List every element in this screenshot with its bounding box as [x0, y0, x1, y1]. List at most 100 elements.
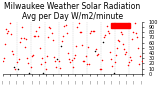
Point [102, 41, 104, 43]
Point [71, 66, 74, 67]
Point [62, 35, 65, 37]
Point [55, 66, 58, 67]
Point [96, 54, 99, 55]
Point [2, 57, 5, 58]
Point [76, 26, 79, 27]
Point [136, 36, 138, 37]
Point [6, 33, 8, 34]
Point [56, 59, 59, 60]
Point [40, 63, 42, 64]
Point [42, 72, 45, 74]
Point [27, 63, 30, 64]
Point [137, 47, 139, 49]
Point [36, 35, 39, 36]
Point [91, 31, 94, 32]
Point [4, 43, 6, 44]
Point [63, 25, 66, 26]
Point [1, 60, 4, 61]
Point [54, 61, 56, 62]
Point [77, 22, 80, 23]
Point [13, 66, 16, 67]
Point [128, 61, 130, 63]
Point [82, 60, 84, 62]
Point [16, 68, 19, 70]
Point [44, 69, 47, 70]
Point [130, 59, 132, 61]
Point [103, 36, 105, 37]
Point [98, 69, 101, 70]
Point [94, 50, 96, 52]
Point [99, 68, 102, 69]
Point [140, 61, 143, 62]
Point [15, 61, 18, 63]
Point [24, 47, 26, 48]
Point [49, 28, 52, 29]
Point [118, 40, 121, 41]
Point [133, 22, 136, 23]
Point [104, 35, 107, 36]
Point [81, 45, 83, 46]
Point [31, 56, 33, 57]
Point [22, 37, 25, 38]
Bar [111, 23, 130, 28]
Point [111, 65, 114, 67]
Point [32, 54, 34, 56]
Point [61, 40, 64, 42]
Point [33, 36, 35, 37]
Point [126, 64, 129, 66]
Point [78, 32, 81, 33]
Point [11, 50, 13, 51]
Point [117, 39, 120, 41]
Point [9, 33, 12, 34]
Point [132, 31, 135, 32]
Point [110, 58, 112, 60]
Point [60, 45, 62, 46]
Point [73, 57, 75, 59]
Point [67, 52, 69, 54]
Point [92, 31, 95, 32]
Point [66, 32, 68, 33]
Point [52, 40, 54, 41]
Point [47, 37, 49, 38]
Point [84, 56, 87, 57]
Point [122, 43, 124, 44]
Point [123, 48, 125, 50]
Point [119, 31, 122, 33]
Point [37, 26, 40, 28]
Point [87, 46, 89, 48]
Point [5, 28, 7, 30]
Point [28, 72, 31, 74]
Point [113, 61, 116, 62]
Point [29, 66, 32, 68]
Point [12, 53, 14, 54]
Point [139, 56, 142, 57]
Point [116, 47, 118, 48]
Point [112, 72, 115, 74]
Point [48, 27, 51, 28]
Point [35, 31, 38, 32]
Point [89, 33, 92, 34]
Point [90, 31, 93, 32]
Point [39, 47, 41, 49]
Point [105, 25, 108, 27]
Point [125, 51, 128, 52]
Point [69, 61, 72, 62]
Point [53, 56, 55, 58]
Point [106, 31, 109, 32]
Point [25, 38, 27, 39]
Point [19, 41, 21, 43]
Point [129, 57, 131, 58]
Point [59, 67, 61, 69]
Point [43, 62, 46, 63]
Point [120, 33, 123, 35]
Point [88, 64, 90, 65]
Point [18, 58, 20, 59]
Point [138, 64, 140, 65]
Point [20, 38, 23, 39]
Point [97, 54, 100, 55]
Point [108, 32, 110, 33]
Point [34, 35, 37, 36]
Title: Milwaukee Weather Solar Radiation
Avg per Day W/m2/minute: Milwaukee Weather Solar Radiation Avg pe… [4, 2, 140, 21]
Point [85, 63, 88, 65]
Point [64, 25, 67, 26]
